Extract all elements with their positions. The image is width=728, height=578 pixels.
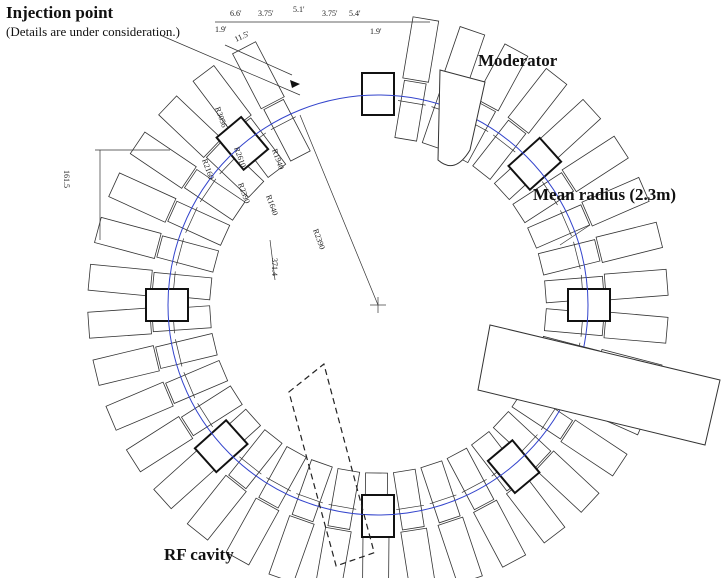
mean-radius-label: Mean radius (2.3m) [533, 185, 676, 204]
straight-section [568, 289, 610, 321]
magnet-outer [88, 264, 152, 296]
injection-leader [160, 35, 300, 95]
magnet-inner [156, 334, 218, 369]
dimension-label: 3.75' [322, 9, 338, 18]
dimension-label: 3.75' [258, 9, 274, 18]
diagram: Injection point (Details are under consi… [0, 0, 728, 578]
dimension-label: 371.4 [270, 258, 279, 276]
magnet-inner [395, 80, 426, 141]
straight-section [146, 289, 188, 321]
magnet-outer [474, 500, 526, 567]
dimension-label: 6.6' [230, 9, 242, 18]
magnet-outer [403, 17, 439, 82]
dimension-label: 11.5' [233, 29, 251, 44]
section-box [568, 289, 610, 321]
magnet-outer [438, 517, 482, 578]
dimension-label: R2390 [311, 228, 327, 251]
magnet-outer [362, 533, 389, 578]
injection-note: (Details are under consideration.) [6, 24, 180, 39]
magnet-inner [157, 236, 219, 272]
section-box [362, 73, 394, 115]
magnet-inner [328, 469, 360, 530]
magnet-outer [106, 382, 173, 430]
magnet-outer [604, 312, 668, 343]
straight-section [362, 495, 394, 537]
magnet-outer [226, 498, 279, 565]
magnet-outer [269, 516, 314, 578]
magnet-outer [88, 308, 152, 338]
magnet-outer [401, 528, 436, 578]
section-box [362, 495, 394, 537]
arrow [290, 80, 300, 88]
dimension-label: 1.9' [370, 27, 382, 36]
magnet-outer [604, 269, 668, 300]
moderator-label: Moderator [478, 51, 558, 70]
magnet-outer [596, 222, 662, 262]
dimension-label: 5.1' [293, 5, 305, 14]
rf-cavity-label: RF cavity [164, 545, 234, 564]
magnet-inner [393, 469, 424, 530]
dimension-label: R1640 [264, 194, 280, 217]
magnet-outer [95, 217, 162, 258]
dimension-label: 1.9' [215, 25, 227, 34]
magnet-outer [93, 346, 159, 386]
magnet-outer [109, 173, 176, 222]
dimension-label: 161.5 [62, 170, 71, 188]
injection-label: Injection point [6, 3, 114, 22]
section-box [146, 289, 188, 321]
straight-section [362, 73, 394, 115]
magnet-inner [538, 240, 600, 275]
radius-line [300, 115, 378, 305]
dimension-label: 5.4' [349, 9, 361, 18]
